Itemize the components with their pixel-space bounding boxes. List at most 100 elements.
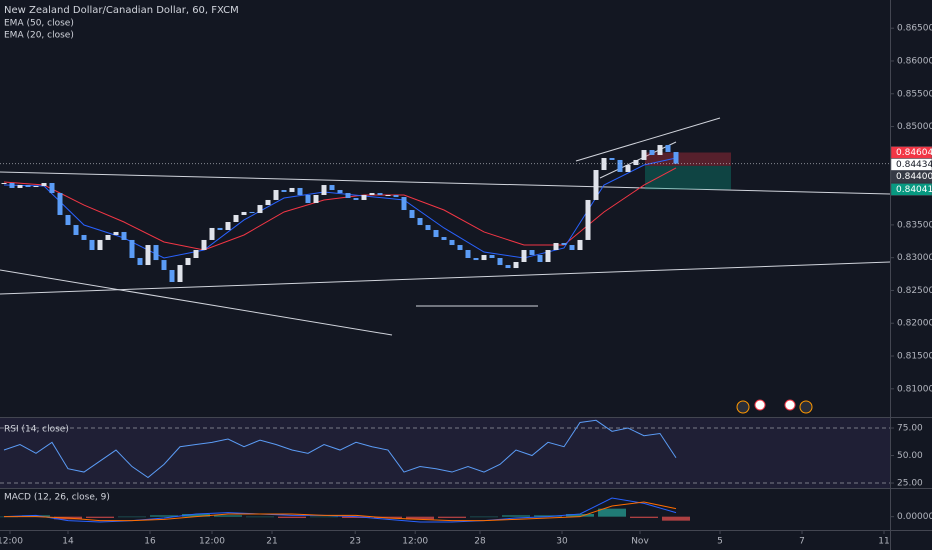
candle — [553, 242, 559, 251]
candle — [25, 185, 31, 187]
candle — [113, 231, 119, 235]
candle — [609, 158, 615, 160]
x-tick-label: 23 — [349, 537, 360, 547]
candle — [345, 193, 351, 199]
histogram-bar — [310, 516, 338, 518]
candle — [401, 197, 407, 211]
y-tick-label: 0.82000 — [897, 319, 932, 329]
y-tick-label: 0.85000 — [897, 122, 932, 132]
candle — [305, 194, 311, 203]
candle — [465, 250, 471, 259]
histogram-bar — [22, 515, 50, 517]
wedge-line[interactable] — [575, 117, 721, 162]
candle — [425, 225, 431, 231]
x-tick-label: Nov — [631, 537, 649, 547]
y-tick-label: 0.86000 — [897, 56, 932, 66]
y-tick-label: 0.00000 — [897, 512, 932, 522]
x-tick-label: 12:00 — [199, 537, 225, 547]
histogram-bar — [246, 516, 274, 518]
candle — [225, 222, 231, 231]
x-tick-label: 21 — [266, 537, 277, 547]
candle — [329, 185, 335, 191]
candle — [521, 250, 527, 263]
macd-title[interactable]: MACD (12, 26, close, 9) — [4, 493, 110, 503]
symbol-title[interactable]: New Zealand Dollar/Canadian Dollar, 60, … — [4, 5, 239, 16]
y-tick-label: 0.83000 — [897, 253, 932, 263]
candle — [561, 242, 567, 246]
ema-line — [3, 167, 677, 251]
candle — [65, 214, 71, 226]
legend-entry[interactable]: EMA (20, close) — [4, 31, 74, 41]
trendline[interactable] — [0, 261, 891, 295]
histogram-bar — [502, 515, 530, 517]
candle — [417, 218, 423, 226]
candle — [209, 227, 215, 240]
candle — [57, 193, 63, 215]
candle — [137, 258, 143, 266]
candle — [145, 245, 151, 266]
price-label: 0.84434 — [896, 160, 932, 170]
candle — [633, 159, 639, 166]
rsi-title[interactable]: RSI (14, close) — [4, 425, 69, 435]
y-tick-label: 0.85500 — [897, 89, 932, 99]
candle — [289, 187, 295, 192]
candle — [457, 245, 463, 251]
histogram-bar — [86, 516, 114, 518]
candle — [17, 185, 23, 188]
candle — [257, 205, 263, 214]
candle — [9, 182, 15, 188]
y-tick-label: 25.00 — [897, 479, 923, 489]
x-tick-label: 12:00 — [0, 537, 23, 547]
candle — [161, 260, 167, 271]
x-tick-label: 16 — [144, 537, 156, 547]
event-icon[interactable] — [754, 399, 766, 411]
candle — [649, 150, 655, 155]
candle — [217, 227, 223, 231]
y-tick-label: 0.82500 — [897, 286, 932, 296]
candle — [49, 182, 55, 194]
candle — [369, 193, 375, 195]
legend-entry[interactable]: EMA (50, close) — [4, 19, 74, 29]
price-label: 0.84400 — [896, 172, 932, 182]
candle — [321, 185, 327, 195]
candle — [233, 214, 239, 223]
macd-line — [4, 501, 677, 522]
marks — [0, 145, 890, 523]
candle — [385, 194, 391, 196]
candle — [265, 199, 271, 206]
candle — [361, 194, 367, 200]
candle — [193, 250, 199, 259]
y-tick-label: 0.81500 — [897, 352, 932, 362]
candle — [169, 270, 175, 282]
candle — [105, 234, 111, 240]
rsi-background — [0, 418, 890, 488]
event-icon[interactable] — [784, 399, 796, 411]
histogram-bar — [342, 516, 370, 518]
x-tick-label: 7 — [799, 537, 805, 547]
histogram-bar — [214, 515, 242, 517]
y-tick-label: 75.00 — [897, 424, 923, 434]
trendline[interactable] — [0, 269, 393, 336]
candle — [657, 145, 663, 155]
candle — [617, 159, 623, 172]
histogram-bar — [630, 516, 658, 518]
candle — [393, 194, 399, 198]
candle — [441, 237, 447, 240]
event-icon[interactable] — [736, 400, 750, 414]
price-label: 0.84604 — [896, 148, 932, 158]
candle — [577, 239, 583, 251]
candle — [505, 265, 511, 269]
event-icon[interactable] — [799, 400, 813, 414]
take-profit-zone — [645, 165, 731, 190]
histogram-bar — [534, 515, 562, 517]
candle — [153, 245, 159, 261]
candle — [353, 198, 359, 200]
candle — [537, 254, 543, 263]
macd-line — [3, 497, 677, 523]
candle — [73, 225, 79, 235]
trendline[interactable] — [0, 171, 891, 195]
candle — [497, 258, 503, 266]
y-tick-label: 0.83500 — [897, 220, 932, 230]
